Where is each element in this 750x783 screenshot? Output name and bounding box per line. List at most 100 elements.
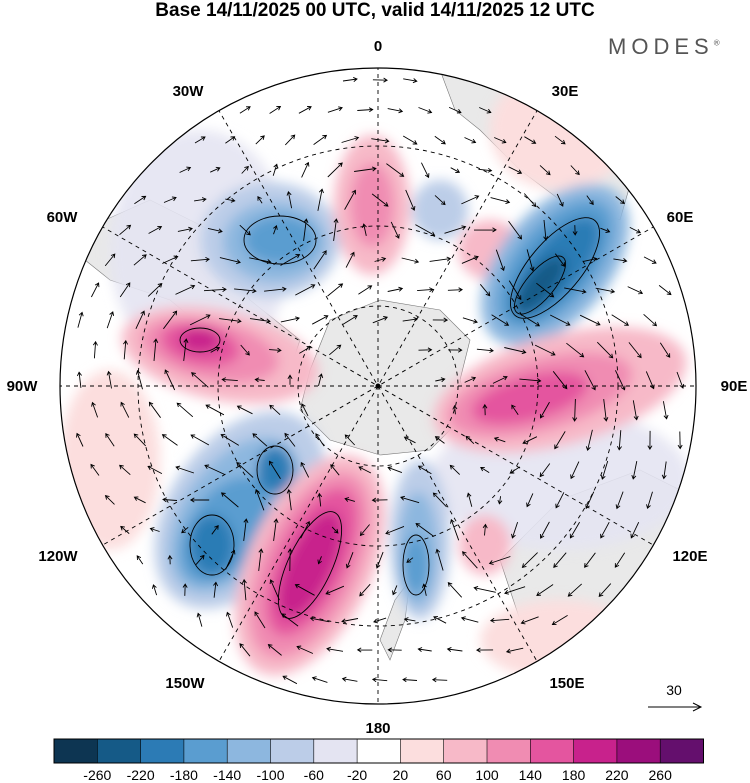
wind-vector-arrow bbox=[572, 398, 578, 422]
wind-vector-arrow bbox=[284, 432, 296, 447]
colorbar-tick-label: 260 bbox=[649, 767, 673, 783]
wind-vector-arrow bbox=[462, 317, 478, 324]
wind-vector-arrow bbox=[522, 436, 538, 445]
wind-vector-arrow bbox=[359, 524, 370, 537]
wind-vector-arrow bbox=[495, 249, 505, 272]
wind-vector-arrow bbox=[345, 251, 355, 268]
wind-vector-arrow bbox=[482, 523, 488, 536]
wind-vector-arrow bbox=[234, 288, 257, 294]
wind-vector-arrow bbox=[329, 344, 342, 356]
lon-label-90w: 90W bbox=[7, 378, 39, 395]
wind-vector-arrow bbox=[239, 224, 251, 236]
colorbar: -260 -220 -180 -140 -100 -60 -20 20 60 100 140 180 2… bbox=[53, 738, 704, 783]
colorbar-swatch bbox=[97, 739, 141, 763]
wind-vector-arrow bbox=[123, 339, 129, 360]
wind-vector-arrow bbox=[301, 161, 310, 178]
wind-vector-arrow bbox=[190, 434, 210, 446]
wind-vector-arrow bbox=[418, 107, 433, 114]
lon-label-90e: 90E bbox=[721, 378, 748, 395]
wind-vector-arrow bbox=[511, 521, 519, 539]
wind-vector-arrow bbox=[311, 315, 329, 325]
wind-vector-arrow bbox=[167, 554, 173, 565]
lon-label-60w: 60W bbox=[47, 209, 79, 226]
colorbar-swatch bbox=[227, 739, 271, 763]
wind-vector-arrow bbox=[119, 224, 132, 236]
wind-vector-arrow bbox=[281, 613, 299, 627]
wind-vector-arrow bbox=[616, 430, 622, 451]
wind-vector-arrow bbox=[452, 404, 458, 415]
colorbar-swatch bbox=[357, 739, 401, 763]
wind-vector-arrow bbox=[203, 286, 227, 292]
wind-vector-arrow bbox=[220, 434, 240, 446]
wind-vector-arrow bbox=[120, 525, 130, 534]
wind-vector-arrow bbox=[492, 375, 508, 384]
wind-vector-arrow bbox=[252, 433, 268, 447]
wind-vector-arrow bbox=[402, 135, 418, 145]
colorbar-swatch bbox=[140, 739, 185, 763]
wind-vector-arrow bbox=[257, 195, 263, 204]
wind-vector-arrow bbox=[434, 436, 445, 444]
wind-vector-arrow bbox=[341, 136, 360, 143]
wind-vector-arrow bbox=[676, 371, 685, 389]
reference-vector: 30 bbox=[648, 682, 703, 712]
wind-vector-arrow bbox=[434, 195, 446, 206]
lon-label-30e: 30E bbox=[552, 83, 579, 100]
wind-vector-arrow bbox=[317, 556, 322, 565]
wind-vector-arrow bbox=[526, 249, 535, 272]
wind-vector-arrow bbox=[450, 518, 460, 541]
wind-vector-arrow bbox=[677, 431, 683, 450]
wind-vector-arrow bbox=[254, 488, 265, 511]
wind-vector-arrow bbox=[91, 401, 99, 418]
wind-vector-arrow bbox=[295, 284, 316, 296]
wind-vector-arrow bbox=[658, 285, 672, 296]
wind-vector-arrow bbox=[149, 527, 160, 532]
modes-logo: MODES® bbox=[608, 34, 720, 60]
wind-vector-arrow bbox=[175, 465, 195, 474]
wind-vector-arrow bbox=[219, 257, 241, 265]
wind-vector-arrow bbox=[554, 431, 566, 450]
wind-vector-arrow bbox=[489, 617, 510, 623]
wind-vector-arrow bbox=[226, 611, 234, 628]
lon-label-150e: 150E bbox=[549, 675, 584, 692]
wind-vector-arrow bbox=[614, 552, 626, 568]
colorbar-tick-label: 140 bbox=[519, 767, 543, 783]
wind-vector-arrow bbox=[628, 342, 642, 359]
wind-vector-arrow bbox=[333, 218, 339, 241]
wind-vector-arrow bbox=[182, 583, 188, 596]
wind-vector-arrow bbox=[584, 552, 596, 568]
wind-vector-arrow bbox=[554, 135, 566, 145]
wind-vector-arrow bbox=[539, 463, 551, 478]
wind-vector-arrow bbox=[417, 465, 432, 475]
wind-vector-arrow bbox=[460, 616, 479, 623]
wind-vector-arrow bbox=[539, 165, 551, 176]
wind-vector-arrow bbox=[176, 402, 194, 418]
wind-vector-arrow bbox=[480, 466, 490, 473]
wind-vector-arrow bbox=[284, 134, 296, 146]
wind-vector-arrow bbox=[447, 287, 463, 293]
wind-vector-arrow bbox=[400, 495, 420, 504]
lon-label-120e: 120E bbox=[672, 548, 707, 565]
wind-vector-arrow bbox=[450, 167, 461, 173]
wind-vector-arrow bbox=[431, 677, 448, 683]
brand-text: MODES bbox=[608, 34, 714, 59]
wind-vector-arrow bbox=[104, 253, 116, 267]
wind-vector-arrow bbox=[555, 492, 565, 509]
wind-vector-arrow bbox=[164, 369, 176, 391]
wind-vector-arrow bbox=[106, 370, 112, 389]
wind-vector-arrow bbox=[106, 311, 115, 329]
wind-vector-arrow bbox=[195, 554, 205, 565]
wind-vector-arrow bbox=[466, 492, 473, 507]
wind-vector-arrow bbox=[479, 284, 491, 297]
colorbar-swatch bbox=[54, 739, 98, 763]
wind-vector-arrow bbox=[189, 314, 211, 326]
wind-vector-arrow bbox=[133, 433, 147, 447]
wind-vector-arrow bbox=[175, 284, 196, 295]
wind-vector-arrow bbox=[406, 557, 414, 563]
wind-vector-arrow bbox=[177, 226, 193, 232]
wind-vector-arrow bbox=[194, 136, 206, 144]
south-pole-marker bbox=[375, 383, 381, 389]
wind-vector-arrow bbox=[191, 372, 209, 388]
wind-vector-arrow bbox=[647, 430, 653, 450]
wind-vector-arrow bbox=[387, 466, 403, 474]
wind-vector-arrow bbox=[287, 548, 293, 572]
